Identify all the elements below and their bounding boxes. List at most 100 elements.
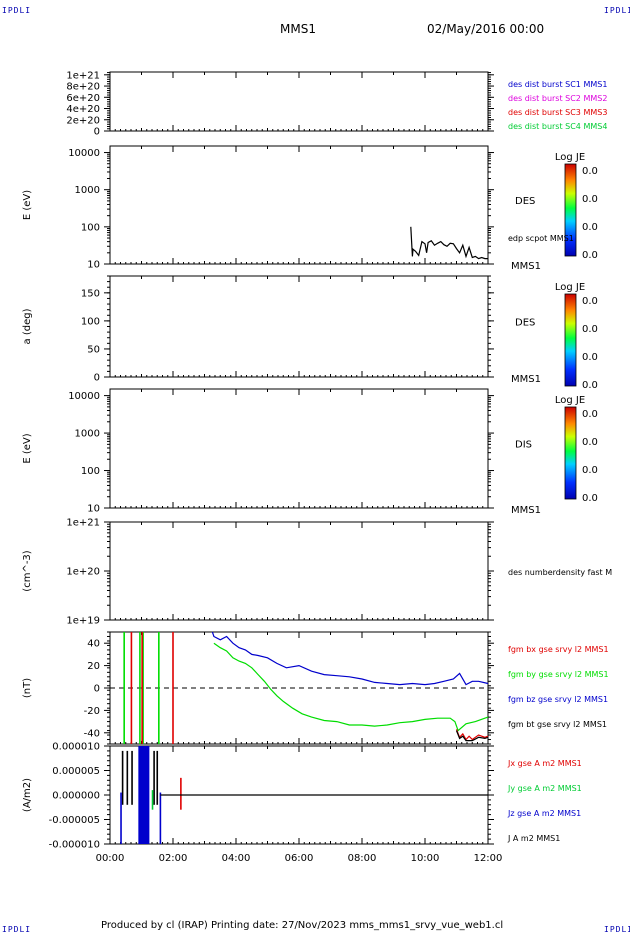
colorbar-tick-label: 0.0 — [582, 493, 598, 504]
y-tick-label: -20 — [84, 706, 100, 717]
y-axis-label: a (deg) — [22, 308, 33, 344]
instrument-label: DIS — [515, 440, 532, 451]
instrument-label: DES — [515, 196, 535, 207]
legend-entry: fgm bx gse srvy l2 MMS1 — [508, 645, 609, 654]
x-tick-label: 00:00 — [96, 853, 125, 864]
panel-des-pitch — [104, 275, 577, 387]
y-tick-label: 0.000005 — [52, 766, 100, 777]
legend-entry: fgm by gse srvy l2 MMS1 — [508, 670, 609, 679]
plot-frame — [109, 145, 489, 265]
colorbar-tick-label: 0.0 — [582, 296, 598, 307]
series-line — [213, 642, 489, 732]
colorbar — [564, 163, 577, 257]
y-axis-label: (nT) — [22, 678, 33, 698]
panel-dist-burst — [104, 71, 494, 132]
panel-density — [104, 521, 494, 621]
plot-frame — [109, 71, 489, 132]
legend-entry: fgm bt gse srvy l2 MMS1 — [508, 720, 607, 729]
legend-entry: des dist burst SC2 MMS2 — [508, 94, 607, 103]
panel-dis-energy — [104, 388, 577, 509]
legend-entry: des dist burst SC1 MMS1 — [508, 80, 607, 89]
spacecraft-label: MMS1 — [511, 261, 541, 272]
y-tick-label: 1e+21 — [66, 518, 100, 529]
y-tick-label: 2e+20 — [66, 115, 100, 126]
corner-label-bottom-left: IPDLI — [2, 925, 32, 934]
y-axis-label: (A/m2) — [22, 778, 33, 812]
y-tick-label: 8e+20 — [66, 82, 100, 93]
y-tick-label: 10000 — [68, 148, 100, 159]
y-axis-label: E (eV) — [22, 433, 33, 463]
plot-frame — [109, 388, 489, 509]
corner-label-bottom-right: IPDLI — [604, 925, 630, 934]
y-tick-label: -40 — [84, 728, 100, 739]
y-tick-label: 0 — [94, 684, 100, 695]
legend-entry: Jx gse A m2 MMS1 — [507, 759, 582, 768]
y-tick-label: -0.000010 — [49, 840, 100, 851]
y-tick-label: 1000 — [75, 185, 100, 196]
colorbar-tick-label: 0.0 — [582, 409, 598, 420]
current-block — [138, 746, 150, 844]
y-tick-label: 20 — [87, 661, 100, 672]
instrument-label: DES — [515, 318, 535, 329]
colorbar-tick-label: 0.0 — [582, 352, 598, 363]
y-tick-label: 40 — [87, 639, 100, 650]
y-tick-label: 1e+19 — [66, 616, 100, 627]
y-tick-label: 100 — [81, 316, 100, 327]
corner-label-top-right: IPDLI — [604, 6, 630, 15]
y-tick-label: 4e+20 — [66, 104, 100, 115]
colorbar-tick-label: 0.0 — [582, 324, 598, 335]
series-line — [455, 729, 489, 741]
spacecraft-label: MMS1 — [511, 374, 541, 385]
colorbar-tick-label: 0.0 — [582, 437, 598, 448]
legend-entry: des dist burst SC3 MMS3 — [508, 108, 607, 117]
date-time-title: 02/May/2016 00:00 — [427, 22, 545, 36]
y-tick-label: 50 — [87, 344, 100, 355]
y-tick-label: 100 — [81, 466, 100, 477]
y-tick-label: 10000 — [68, 391, 100, 402]
colorbar-tick-label: 0.0 — [582, 380, 598, 391]
y-tick-label: 0 — [94, 373, 100, 384]
y-tick-label: 0 — [94, 127, 100, 138]
colorbar — [564, 406, 577, 500]
colorbar-tick-label: 0.0 — [582, 250, 598, 261]
y-tick-label: 10 — [87, 504, 100, 515]
spacecraft-title: MMS1 — [280, 22, 316, 36]
legend-entry: Jy gse A m2 MMS1 — [507, 784, 582, 793]
y-tick-label: 10 — [87, 260, 100, 271]
y-tick-label: 1e+21 — [66, 70, 100, 81]
legend-entry: Jz gse A m2 MMS1 — [507, 809, 581, 818]
x-tick-label: 04:00 — [222, 853, 251, 864]
plot-frame — [109, 521, 489, 621]
series-line — [455, 730, 489, 742]
legend-entry: J A m2 MMS1 — [507, 834, 560, 843]
y-tick-label: 1e+20 — [66, 567, 100, 578]
x-tick-label: 12:00 — [474, 853, 503, 864]
x-tick-label: 06:00 — [285, 853, 314, 864]
y-tick-label: 1000 — [75, 429, 100, 440]
y-axis-label: (cm^-3) — [22, 550, 33, 591]
y-tick-label: 0.000010 — [52, 742, 100, 753]
colorbar-tick-label: 0.0 — [582, 222, 598, 233]
footer-credits: Produced by cl (IRAP) Printing date: 27/… — [101, 920, 504, 931]
corner-label-top-left: IPDLI — [2, 6, 32, 15]
colorbar-tick-label: 0.0 — [582, 465, 598, 476]
colorbar-title: Log JE — [555, 152, 585, 163]
y-tick-label: -0.000005 — [49, 815, 100, 826]
panel-magnetic-field — [104, 631, 494, 745]
y-tick-label: 150 — [81, 288, 100, 299]
x-tick-label: 10:00 — [411, 853, 440, 864]
panel-current-density — [104, 745, 494, 845]
colorbar — [564, 293, 577, 387]
series-line — [211, 631, 489, 686]
x-tick-label: 08:00 — [348, 853, 377, 864]
spacecraft-label: MMS1 — [511, 505, 541, 516]
colorbar-tick-label: 0.0 — [582, 194, 598, 205]
colorbar-tick-label: 0.0 — [582, 166, 598, 177]
plot-frame — [109, 275, 489, 378]
overlay-scpot-line — [410, 226, 488, 260]
y-tick-label: 100 — [81, 222, 100, 233]
y-tick-label: 0.000000 — [52, 791, 100, 802]
y-axis-label: E (eV) — [22, 190, 33, 220]
legend-entry: des numberdensity fast M — [508, 568, 612, 577]
overlay-label: edp scpot MMS1 — [508, 234, 574, 243]
